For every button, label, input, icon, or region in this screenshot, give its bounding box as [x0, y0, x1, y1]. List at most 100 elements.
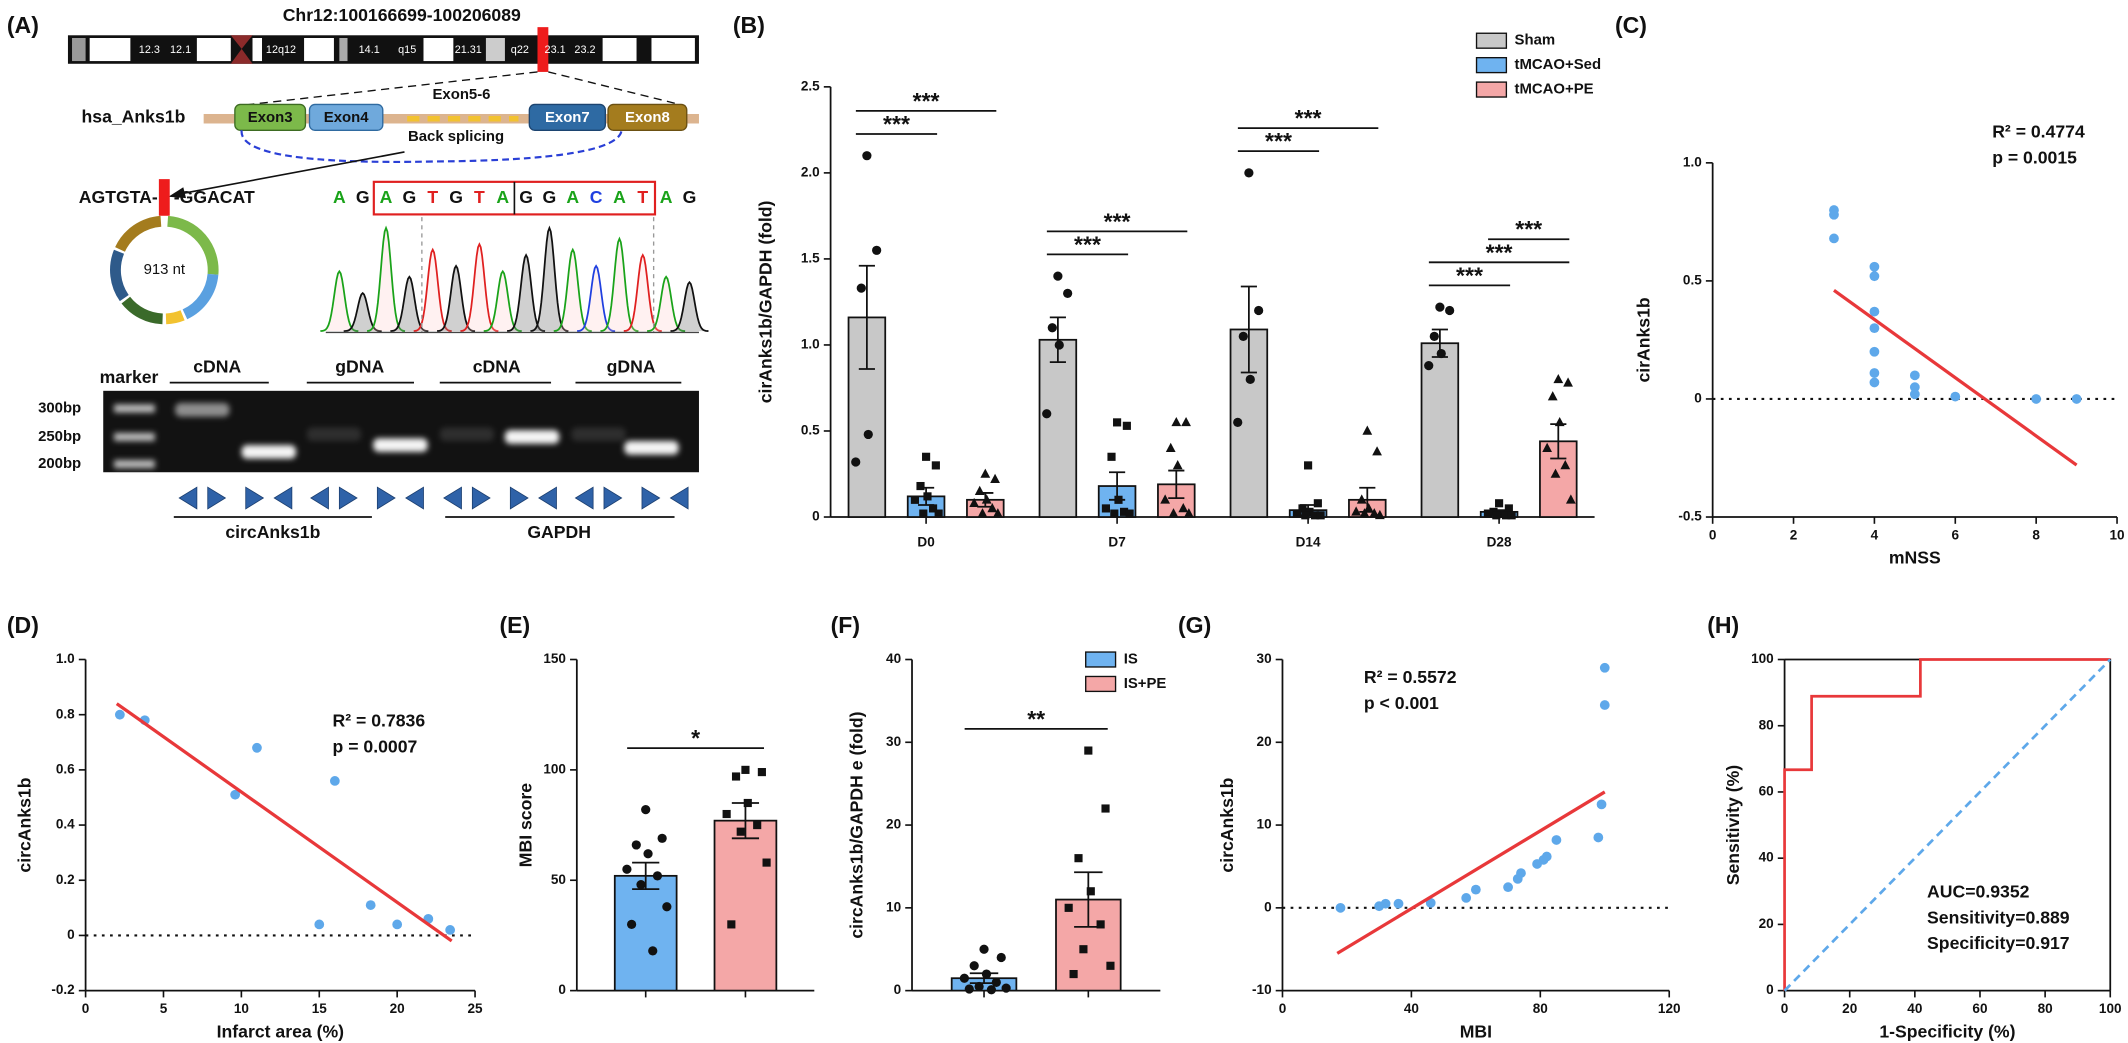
data-point	[1563, 377, 1573, 387]
data-point	[314, 919, 325, 930]
base-letter: A	[613, 187, 626, 207]
y-tick-label: 1.0	[56, 651, 75, 666]
data-point	[1245, 374, 1255, 384]
data-point	[1542, 442, 1553, 452]
y-tick-label: 0	[812, 509, 820, 524]
primer-icon	[178, 486, 198, 510]
y-tick-label: 1.0	[1683, 154, 1702, 169]
chromosome	[67, 35, 699, 64]
chromosome-band	[602, 37, 637, 62]
data-point	[1869, 271, 1880, 282]
data-point	[1042, 409, 1052, 419]
circ-segment	[115, 215, 162, 252]
x-tick-label: 4	[1871, 528, 1879, 543]
bar	[713, 819, 778, 992]
x-tick-label: D7	[1108, 534, 1125, 549]
panel-label: (A)	[7, 12, 39, 38]
data-point	[931, 461, 940, 470]
error-bar	[632, 861, 660, 890]
y-tick-label: 1.0	[801, 337, 820, 352]
annotation: R² = 0.4774	[1992, 122, 2085, 142]
chromatogram-peak	[507, 253, 546, 332]
exon	[234, 103, 307, 131]
data-point	[1599, 662, 1610, 673]
curve	[1783, 658, 2111, 991]
data-point	[1492, 511, 1501, 520]
data-point	[959, 973, 969, 983]
data-point	[851, 457, 861, 467]
data-point	[1436, 348, 1446, 359]
gel-band	[241, 445, 296, 459]
circ-segment	[182, 273, 219, 320]
y-axis-label: circAnks1b	[15, 777, 35, 872]
annotation: p = 0.0015	[1992, 147, 2077, 167]
data-point	[1356, 494, 1367, 504]
data-point	[1181, 416, 1191, 427]
chromatogram-peak	[320, 269, 359, 332]
chromosome-band	[89, 37, 131, 62]
data-point	[1165, 442, 1176, 452]
annotation: AUC=0.9352	[1927, 882, 2030, 902]
x-tick-label: 8	[2032, 528, 2040, 543]
x-axis-label: 1-Specificity (%)	[1879, 1021, 2015, 1041]
data-point	[741, 765, 750, 774]
data-point	[1244, 168, 1254, 178]
data-point	[1869, 323, 1880, 334]
y-axis-label: cirAnks1b	[1633, 297, 1653, 382]
y-tick-label: 0.4	[56, 817, 75, 832]
chromatogram-peak	[553, 247, 592, 332]
data-point	[657, 833, 667, 843]
lane-label: cDNA	[473, 356, 521, 376]
annotation: Specificity=0.917	[1927, 933, 2070, 953]
data-point	[1553, 373, 1564, 384]
data-point	[991, 977, 1001, 987]
chromatogram-peak	[577, 264, 616, 332]
y-tick-label: -0.5	[1678, 509, 1702, 524]
x-tick-label: 25	[468, 1001, 484, 1016]
circ-segment	[165, 310, 185, 325]
junction-right: -GGACAT	[174, 187, 255, 207]
x-tick-label: 120	[1658, 1001, 1681, 1016]
primer-icon	[538, 486, 557, 510]
data-point	[641, 804, 651, 815]
x-axis-label: MBI	[1460, 1021, 1492, 1041]
base-letter: G	[356, 187, 370, 207]
x-tick-label: 80	[2038, 1001, 2053, 1016]
data-point	[863, 429, 873, 440]
data-point	[1909, 382, 1920, 393]
data-point	[1096, 920, 1105, 929]
legend-label: tMCAO+PE	[1515, 81, 1594, 98]
significance-label: ***	[1515, 216, 1542, 242]
annotation: Sensitivity=0.889	[1927, 907, 2070, 927]
data-point	[1084, 746, 1093, 755]
primer-icon	[405, 486, 424, 510]
data-point	[1496, 509, 1505, 518]
band-label: 12.3	[139, 44, 160, 56]
significance-label: ***	[1456, 262, 1483, 288]
data-point	[1122, 421, 1131, 430]
bar	[1420, 342, 1460, 518]
y-axis-label: Sensitivity (%)	[1723, 765, 1743, 885]
base-letter: C	[590, 187, 603, 207]
data-point	[1304, 461, 1313, 470]
data-point	[743, 798, 752, 808]
annotation: p < 0.001	[1364, 693, 1439, 713]
significance-label: ***	[1295, 105, 1322, 131]
x-tick-label: 5	[160, 1001, 168, 1016]
data-point	[631, 840, 641, 850]
panel-label: (E)	[499, 612, 530, 638]
y-tick-label: 10	[886, 899, 901, 914]
primer-icon	[310, 486, 329, 510]
marker-band	[114, 432, 155, 442]
chromosome-band	[339, 37, 348, 62]
circ-length: 913 nt	[144, 261, 186, 278]
data-point	[1233, 417, 1243, 427]
circ-segment	[110, 249, 129, 302]
significance-label: ***	[1265, 128, 1292, 154]
zoom-line	[548, 71, 686, 107]
data-point	[1362, 425, 1373, 435]
data-point	[1869, 346, 1880, 357]
data-point	[1107, 452, 1116, 461]
base-letter: T	[637, 187, 648, 207]
data-point	[731, 772, 741, 781]
